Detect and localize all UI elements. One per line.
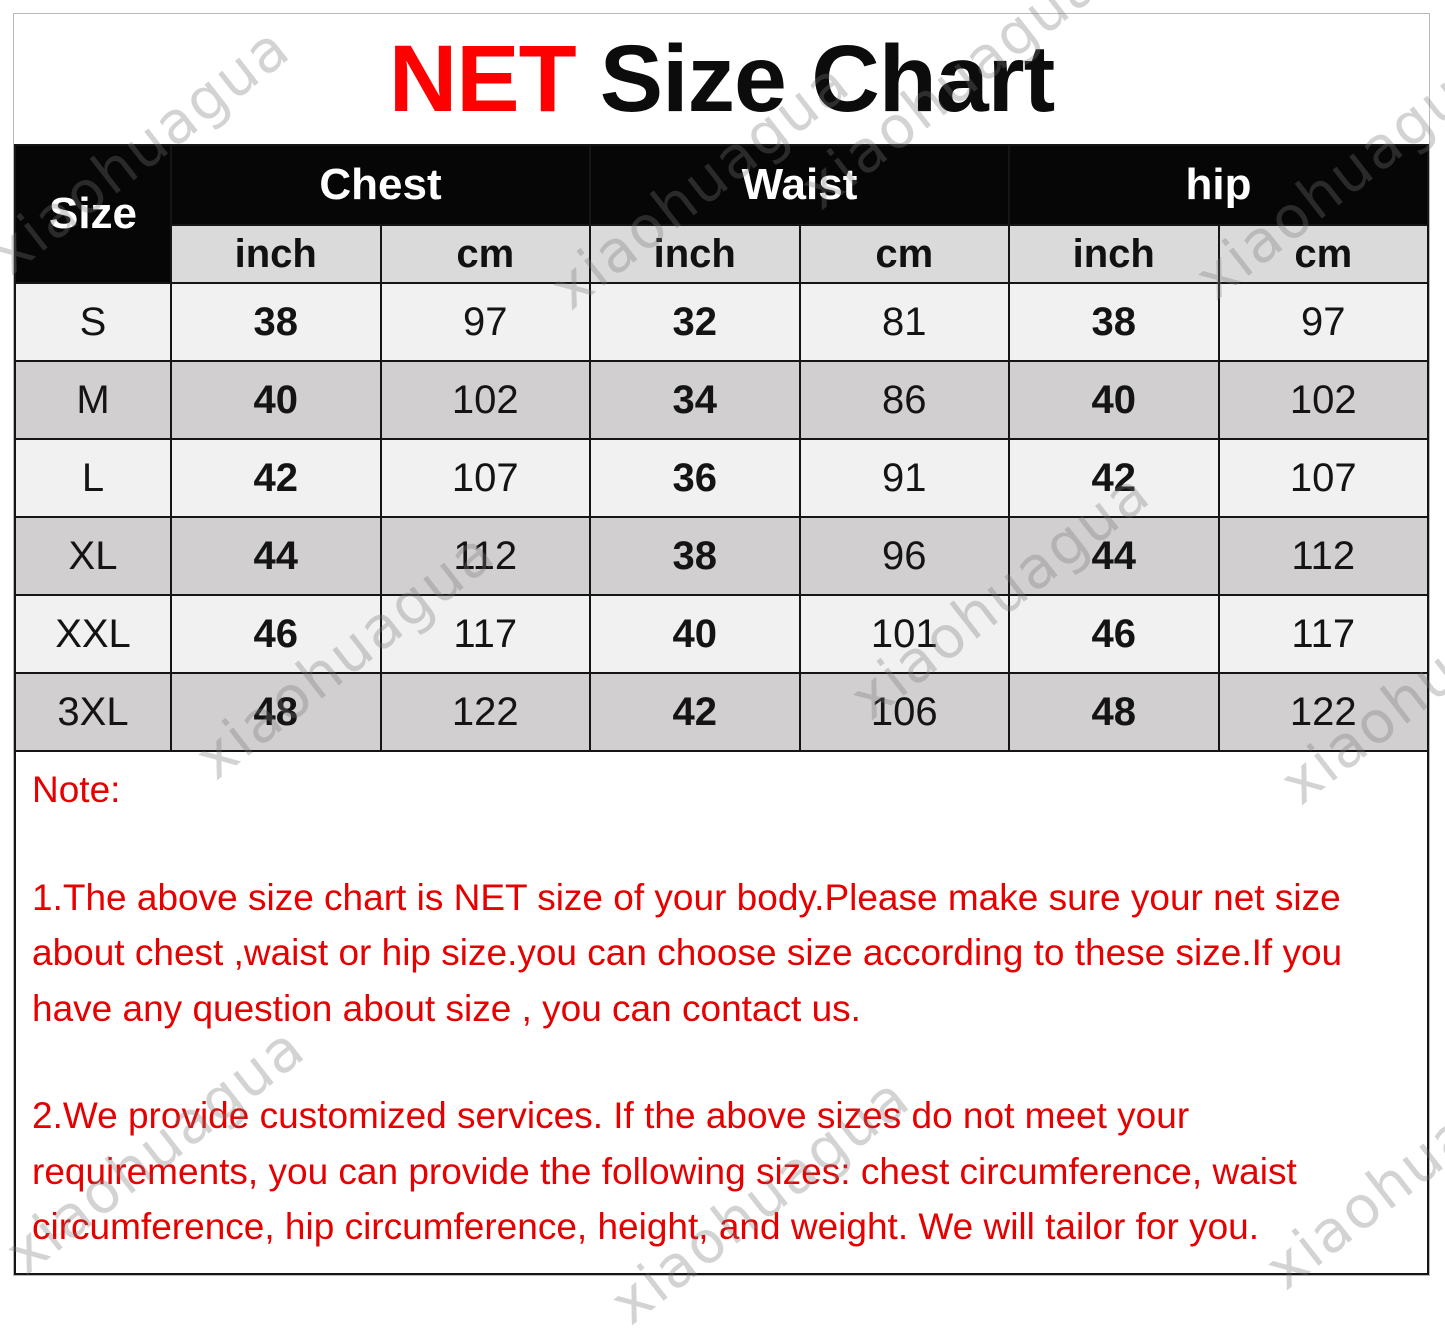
size-column-header: Size <box>14 144 172 284</box>
size-label: L <box>14 438 172 518</box>
hip-cm-cell: 102 <box>1217 360 1429 440</box>
hip-cm-cell: 122 <box>1217 672 1429 752</box>
waist-inch-cell: 40 <box>589 594 801 674</box>
chest-inch-cell: 38 <box>170 282 382 362</box>
waist-group-header: Waist <box>589 144 1010 226</box>
hip-cm-cell: 112 <box>1217 516 1429 596</box>
size-label: XXL <box>14 594 172 674</box>
page-title: NET Size Chart <box>14 14 1429 144</box>
hip-cm-cell: 107 <box>1217 438 1429 518</box>
chest-inch-header: inch <box>170 224 382 284</box>
waist-cm-cell: 86 <box>798 360 1010 440</box>
chest-inch-cell: 40 <box>170 360 382 440</box>
content-frame: NET Size Chart Size Chest Waist hip inch… <box>13 13 1430 1276</box>
size-label: S <box>14 282 172 362</box>
waist-cm-cell: 106 <box>798 672 1010 752</box>
hip-cm-cell: 97 <box>1217 282 1429 362</box>
chest-inch-cell: 42 <box>170 438 382 518</box>
hip-inch-cell: 46 <box>1008 594 1220 674</box>
waist-inch-cell: 38 <box>589 516 801 596</box>
chest-cm-header: cm <box>379 224 591 284</box>
note-heading: Note: <box>32 769 121 810</box>
waist-inch-cell: 32 <box>589 282 801 362</box>
hip-inch-cell: 42 <box>1008 438 1220 518</box>
size-label: XL <box>14 516 172 596</box>
hip-inch-cell: 44 <box>1008 516 1220 596</box>
chest-cm-cell: 97 <box>379 282 591 362</box>
note-section: Note: 1.The above size chart is NET size… <box>14 752 1429 1275</box>
chest-inch-cell: 48 <box>170 672 382 752</box>
chest-inch-cell: 46 <box>170 594 382 674</box>
title-rest: Size Chart <box>599 25 1056 132</box>
chest-inch-cell: 44 <box>170 516 382 596</box>
size-label: M <box>14 360 172 440</box>
hip-inch-cell: 48 <box>1008 672 1220 752</box>
waist-inch-cell: 34 <box>589 360 801 440</box>
hip-inch-cell: 38 <box>1008 282 1220 362</box>
hip-inch-cell: 40 <box>1008 360 1220 440</box>
waist-inch-cell: 42 <box>589 672 801 752</box>
chest-group-header: Chest <box>170 144 591 226</box>
size-row-xxl: XXL 46 117 40 101 46 117 <box>14 594 1429 674</box>
waist-cm-cell: 96 <box>798 516 1010 596</box>
title-highlight: NET <box>388 25 577 132</box>
group-header-row: Size Chest Waist hip <box>14 144 1429 284</box>
size-table: Size Chest Waist hip inch cm inch cm inc… <box>14 144 1429 752</box>
size-row-m: M 40 102 34 86 40 102 <box>14 360 1429 440</box>
unit-header-row: inch cm inch cm inch cm <box>15 224 1429 284</box>
size-row-l: L 42 107 36 91 42 107 <box>14 438 1429 518</box>
note-paragraph-1: 1.The above size chart is NET size of yo… <box>32 876 1343 1029</box>
size-row-s: S 38 97 32 81 38 97 <box>14 282 1429 362</box>
size-row-3xl: 3XL 48 122 42 106 48 122 <box>14 672 1429 752</box>
hip-cm-cell: 117 <box>1217 594 1429 674</box>
hip-cm-header: cm <box>1217 224 1429 284</box>
chest-cm-cell: 102 <box>379 360 591 440</box>
chest-cm-cell: 107 <box>379 438 591 518</box>
waist-inch-cell: 36 <box>589 438 801 518</box>
hip-group-header: hip <box>1008 144 1429 226</box>
waist-cm-cell: 91 <box>798 438 1010 518</box>
note-paragraph-2: 2.We provide customized services. If the… <box>32 1095 1297 1247</box>
chest-cm-cell: 117 <box>379 594 591 674</box>
size-row-xl: XL 44 112 38 96 44 112 <box>14 516 1429 596</box>
chest-cm-cell: 112 <box>379 516 591 596</box>
waist-inch-header: inch <box>589 224 801 284</box>
size-label: 3XL <box>14 672 172 752</box>
waist-cm-cell: 101 <box>798 594 1010 674</box>
waist-cm-header: cm <box>798 224 1010 284</box>
chest-cm-cell: 122 <box>379 672 591 752</box>
waist-cm-cell: 81 <box>798 282 1010 362</box>
hip-inch-header: inch <box>1008 224 1220 284</box>
